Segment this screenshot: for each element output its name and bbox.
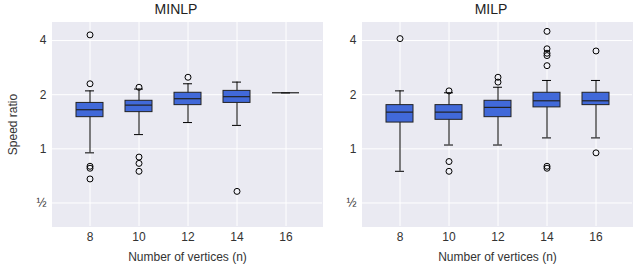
svg-text:Speed ratio: Speed ratio: [6, 93, 20, 155]
svg-text:12: 12: [181, 230, 195, 244]
svg-text:10: 10: [442, 230, 456, 244]
svg-text:2: 2: [350, 88, 357, 102]
svg-text:4: 4: [350, 33, 357, 47]
svg-text:4: 4: [40, 33, 47, 47]
svg-text:2: 2: [40, 88, 47, 102]
svg-text:Number of vertices (n): Number of vertices (n): [128, 250, 247, 264]
svg-text:8: 8: [87, 230, 94, 244]
svg-text:1: 1: [40, 142, 47, 156]
svg-text:10: 10: [132, 230, 146, 244]
html-text:MINLP: MINLP: [154, 1, 198, 17]
svg-text:14: 14: [230, 230, 244, 244]
svg-text:½: ½: [36, 196, 46, 210]
svg-text:16: 16: [279, 230, 293, 244]
svg-text:12: 12: [491, 230, 505, 244]
svg-text:½: ½: [346, 196, 356, 210]
svg-text:16: 16: [589, 230, 603, 244]
svg-text:8: 8: [397, 230, 404, 244]
svg-text:Number of vertices (n): Number of vertices (n): [438, 250, 557, 264]
svg-text:1: 1: [350, 142, 357, 156]
html-text:MILP: MILP: [474, 1, 508, 17]
svg-text:14: 14: [540, 230, 554, 244]
